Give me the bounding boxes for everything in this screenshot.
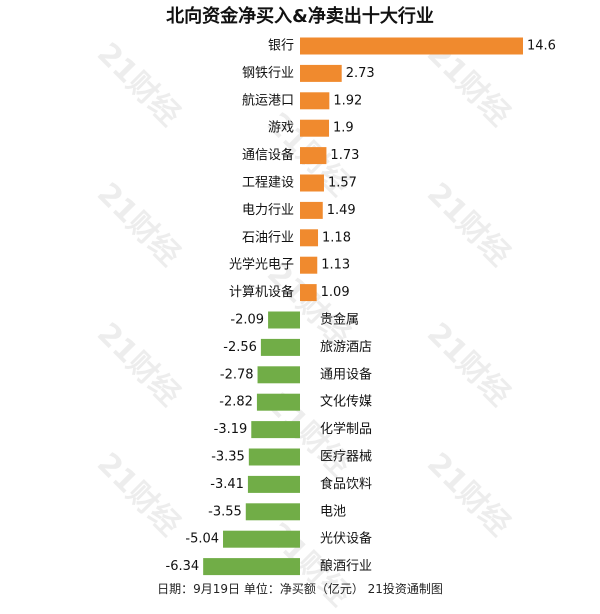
bar-13 [257,366,300,384]
bar-1 [300,37,523,55]
category-label: 航运港口 [242,92,294,108]
category-label: 银行 [268,39,294,54]
value-label: 1.13 [321,258,350,273]
category-label: 工程建设 [242,176,294,191]
bar-15 [251,421,300,439]
bar-14 [256,393,300,411]
bar-4 [300,119,330,137]
category-label: 钢铁行业 [242,66,294,81]
value-label: -2.09 [230,313,264,328]
value-label: 14.6 [527,39,556,54]
value-label: 1.57 [328,176,357,191]
bar-3 [300,92,330,110]
value-label: -3.19 [214,422,248,437]
bar-10 [300,284,317,302]
chart-title: 北向资金净买入&净卖出十大行业 [166,6,434,27]
bar-18 [245,503,300,521]
value-label: -2.56 [223,340,257,355]
bar-6 [300,174,324,192]
bar-7 [300,201,323,219]
value-label: 1.18 [322,230,351,245]
value-label: -2.82 [219,395,253,410]
value-label: 2.73 [346,66,375,81]
category-label: 贵金属 [320,312,359,328]
value-label: -3.41 [210,477,244,492]
category-label: 通用设备 [320,366,372,382]
bar-5 [300,147,327,165]
bar-20 [203,558,300,576]
value-label: -2.78 [220,367,254,382]
value-label: -3.35 [211,450,245,465]
value-label: 1.49 [327,203,356,218]
bar-11 [268,311,300,329]
bar-8 [300,229,319,247]
chart-footer: 日期：9月19日 单位：净买额（亿元） 21投资通制图 [157,582,443,596]
category-label: 电力行业 [242,203,294,218]
bar-9 [300,256,318,274]
value-label: 1.09 [321,285,350,300]
value-label: 1.9 [333,121,354,136]
value-label: -6.34 [166,559,200,574]
category-label: 光学光电子 [229,257,294,273]
bar-19 [223,530,300,548]
category-label: 石油行业 [242,230,294,245]
bar-chart: 14.6 银行 2.73 钢铁行业 1.92 航运港口 1.9 游戏 1.73 通信设备 1.57 工… [166,37,556,576]
category-label: 计算机设备 [229,284,294,300]
category-label: 酿酒行业 [320,558,372,574]
bar-17 [247,475,300,493]
bar-2 [300,64,342,82]
category-label: 游戏 [268,121,294,136]
value-label: -5.04 [185,532,219,547]
value-label: 1.92 [333,93,362,108]
bar-16 [248,448,300,466]
category-label: 通信设备 [242,147,294,163]
category-label: 化学制品 [320,421,372,437]
value-label: -3.55 [208,504,242,519]
category-label: 电池 [320,504,346,519]
category-label: 旅游酒店 [320,340,372,355]
bar-12 [260,338,300,356]
category-label: 食品饮料 [320,476,372,492]
value-label: 1.73 [330,148,359,163]
category-label: 文化传媒 [320,395,372,410]
category-label: 医疗器械 [320,450,372,465]
category-label: 光伏设备 [320,531,372,547]
